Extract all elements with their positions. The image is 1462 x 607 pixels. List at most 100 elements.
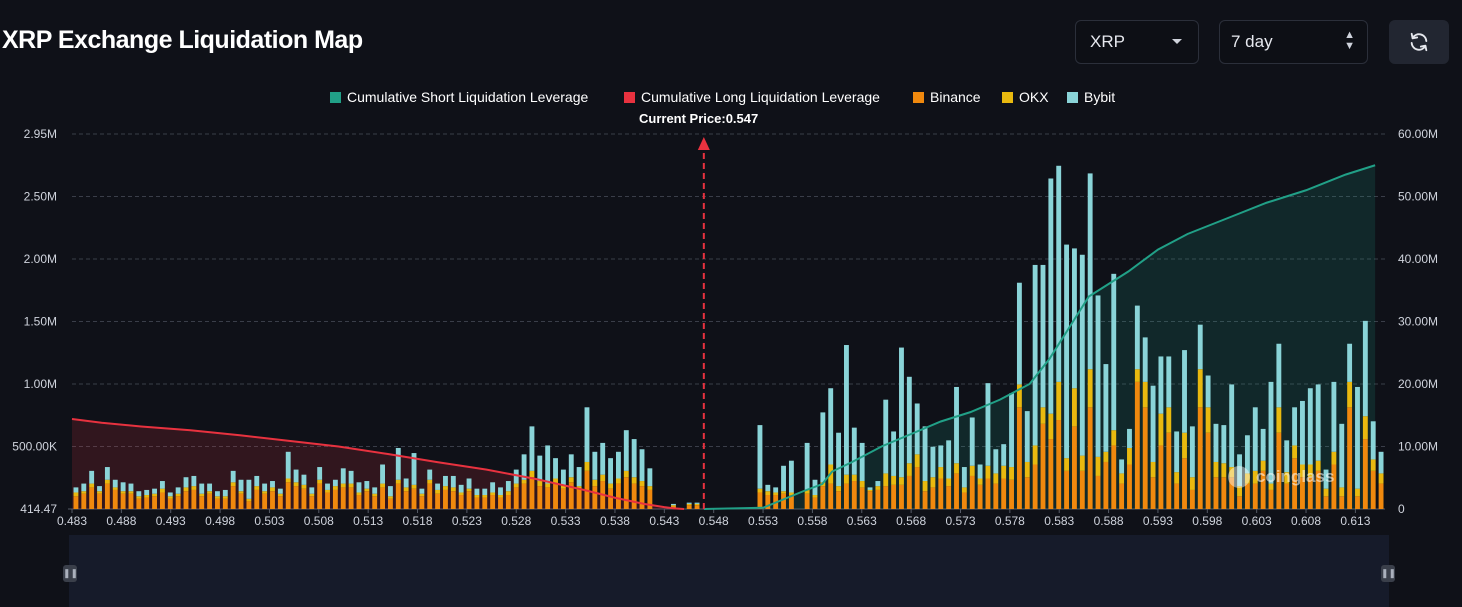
liquidation-bar-segment <box>1315 470 1321 509</box>
liquidation-bar-segment <box>387 498 393 509</box>
coin-select[interactable]: XRP <box>1075 20 1199 64</box>
liquidation-bar-segment <box>773 487 779 493</box>
liquidation-bar-segment <box>1244 473 1250 484</box>
liquidation-bar-segment <box>112 487 118 490</box>
liquidation-bar-segment <box>1237 454 1242 487</box>
liquidation-bar-segment <box>977 464 983 479</box>
liquidation-bar-segment <box>482 495 488 498</box>
liquidation-bar-segment <box>537 455 543 482</box>
liquidation-bar-segment <box>592 479 598 487</box>
liquidation-bar-segment <box>254 475 260 487</box>
liquidation-bar-segment <box>505 491 511 496</box>
liquidation-bar-segment <box>1095 456 1101 476</box>
liquidation-bar-segment <box>97 491 102 494</box>
liquidation-bar-segment <box>938 467 944 479</box>
liquidation-bar-segment <box>922 426 928 482</box>
liquidation-bar-segment <box>954 463 959 474</box>
legend-label: Bybit <box>1084 89 1116 105</box>
slider-handle-right[interactable]: ❚❚ <box>1381 565 1396 582</box>
liquidation-bar-segment <box>332 486 338 490</box>
x-tick-label: 0.563 <box>847 514 877 528</box>
liquidation-bar-segment <box>207 493 213 509</box>
liquidation-bar-segment <box>152 493 157 497</box>
liquidation-bar-segment <box>427 479 433 484</box>
liquidation-bar-segment <box>1323 469 1329 489</box>
liquidation-bar-segment <box>1197 407 1203 509</box>
liquidation-bar-segment <box>474 488 480 496</box>
short-cumulative-line <box>703 164 1376 510</box>
liquidation-bar-segment <box>804 489 810 494</box>
liquidation-bar-segment <box>560 488 566 509</box>
liquidation-bar-segment <box>1229 384 1235 468</box>
liquidation-bar-segment <box>301 484 307 489</box>
y-left-tick-label: 1.00M <box>24 377 57 391</box>
liquidation-bar-segment <box>781 493 786 509</box>
liquidation-bar-segment <box>553 483 558 509</box>
liquidation-bar-segment <box>112 479 118 488</box>
refresh-button[interactable] <box>1389 20 1449 64</box>
liquidation-bar-segment <box>686 503 692 506</box>
liquidation-bar-segment <box>985 478 991 509</box>
x-tick-label: 0.508 <box>304 514 334 528</box>
chart-range-slider[interactable] <box>69 535 1389 607</box>
liquidation-bar-segment <box>568 454 574 478</box>
liquidation-bar-segment <box>1370 470 1376 509</box>
legend-label: Cumulative Short Liquidation Leverage <box>347 89 589 105</box>
liquidation-bar-segment <box>1252 470 1258 484</box>
refresh-icon <box>1410 32 1428 52</box>
liquidation-bar-segment <box>277 488 283 494</box>
liquidation-bar-segment <box>1064 244 1070 459</box>
liquidation-bar-segment <box>293 482 299 487</box>
legend-swatch <box>624 91 635 103</box>
liquidation-bar-segment <box>1127 428 1132 448</box>
liquidation-bar-segment <box>1040 423 1046 509</box>
legend-label: OKX <box>1019 89 1049 105</box>
x-tick-label: 0.558 <box>797 514 827 528</box>
liquidation-bar-segment <box>1150 385 1156 462</box>
liquidation-bar-segment <box>277 496 283 509</box>
slider-handle-left[interactable]: ❚❚ <box>63 565 78 582</box>
liquidation-bar-segment <box>277 493 283 497</box>
liquidation-bar-segment <box>89 487 95 509</box>
liquidation-bar-segment <box>458 492 464 496</box>
liquidation-bar-segment <box>623 477 629 509</box>
liquidation-bar-segment <box>1268 483 1274 490</box>
legend-item-okx[interactable]: OKX <box>1002 89 1049 105</box>
range-select[interactable]: 7 day ▲ ▼ <box>1219 20 1368 64</box>
liquidation-bar-segment <box>419 488 425 494</box>
chevron-down-icon <box>1172 39 1182 44</box>
liquidation-bar-segment <box>592 451 598 480</box>
x-tick-label: 0.573 <box>945 514 975 528</box>
current-price-label: Current Price:0.547 <box>639 111 759 126</box>
liquidation-bar-segment <box>985 383 991 466</box>
liquidation-bar-segment <box>1347 407 1353 509</box>
liquidation-bar-segment <box>1292 407 1298 446</box>
liquidation-bar-segment <box>1158 413 1164 446</box>
liquidation-bar-segment <box>73 492 79 497</box>
liquidation-bar-segment <box>1166 356 1172 408</box>
liquidation-bar-segment <box>104 479 110 484</box>
legend-item-binance[interactable]: Binance <box>913 89 981 105</box>
liquidation-bar-segment <box>961 492 967 509</box>
liquidation-bar-segment <box>458 495 464 509</box>
liquidation-bar-segment <box>325 492 330 509</box>
legend-item-short-cumulative[interactable]: Cumulative Short Liquidation Leverage <box>330 89 588 105</box>
liquidation-bar-segment <box>435 493 441 509</box>
liquidation-bar-segment <box>1197 324 1203 370</box>
liquidation-bar-segment <box>1221 425 1227 464</box>
liquidation-bar-segment <box>1024 411 1030 462</box>
legend-item-long-cumulative[interactable]: Cumulative Long Liquidation Leverage <box>624 89 880 105</box>
liquidation-bar-segment <box>1315 384 1321 461</box>
liquidation-bar-segment <box>1016 384 1022 408</box>
liquidation-bar-segment <box>1079 254 1085 456</box>
liquidation-bar-segment <box>686 502 692 504</box>
liquidation-bar-segment <box>1182 458 1187 509</box>
legend-item-bybit[interactable]: Bybit <box>1067 89 1115 105</box>
page-title: XRP Exchange Liquidation Map <box>2 26 363 54</box>
liquidation-bar-segment <box>348 483 354 488</box>
liquidation-bar-segment <box>270 487 275 492</box>
liquidation-bar-segment <box>836 491 842 509</box>
liquidation-bar-segment <box>584 461 590 471</box>
x-tick-label: 0.583 <box>1044 514 1074 528</box>
liquidation-bar-segment <box>1189 477 1195 490</box>
